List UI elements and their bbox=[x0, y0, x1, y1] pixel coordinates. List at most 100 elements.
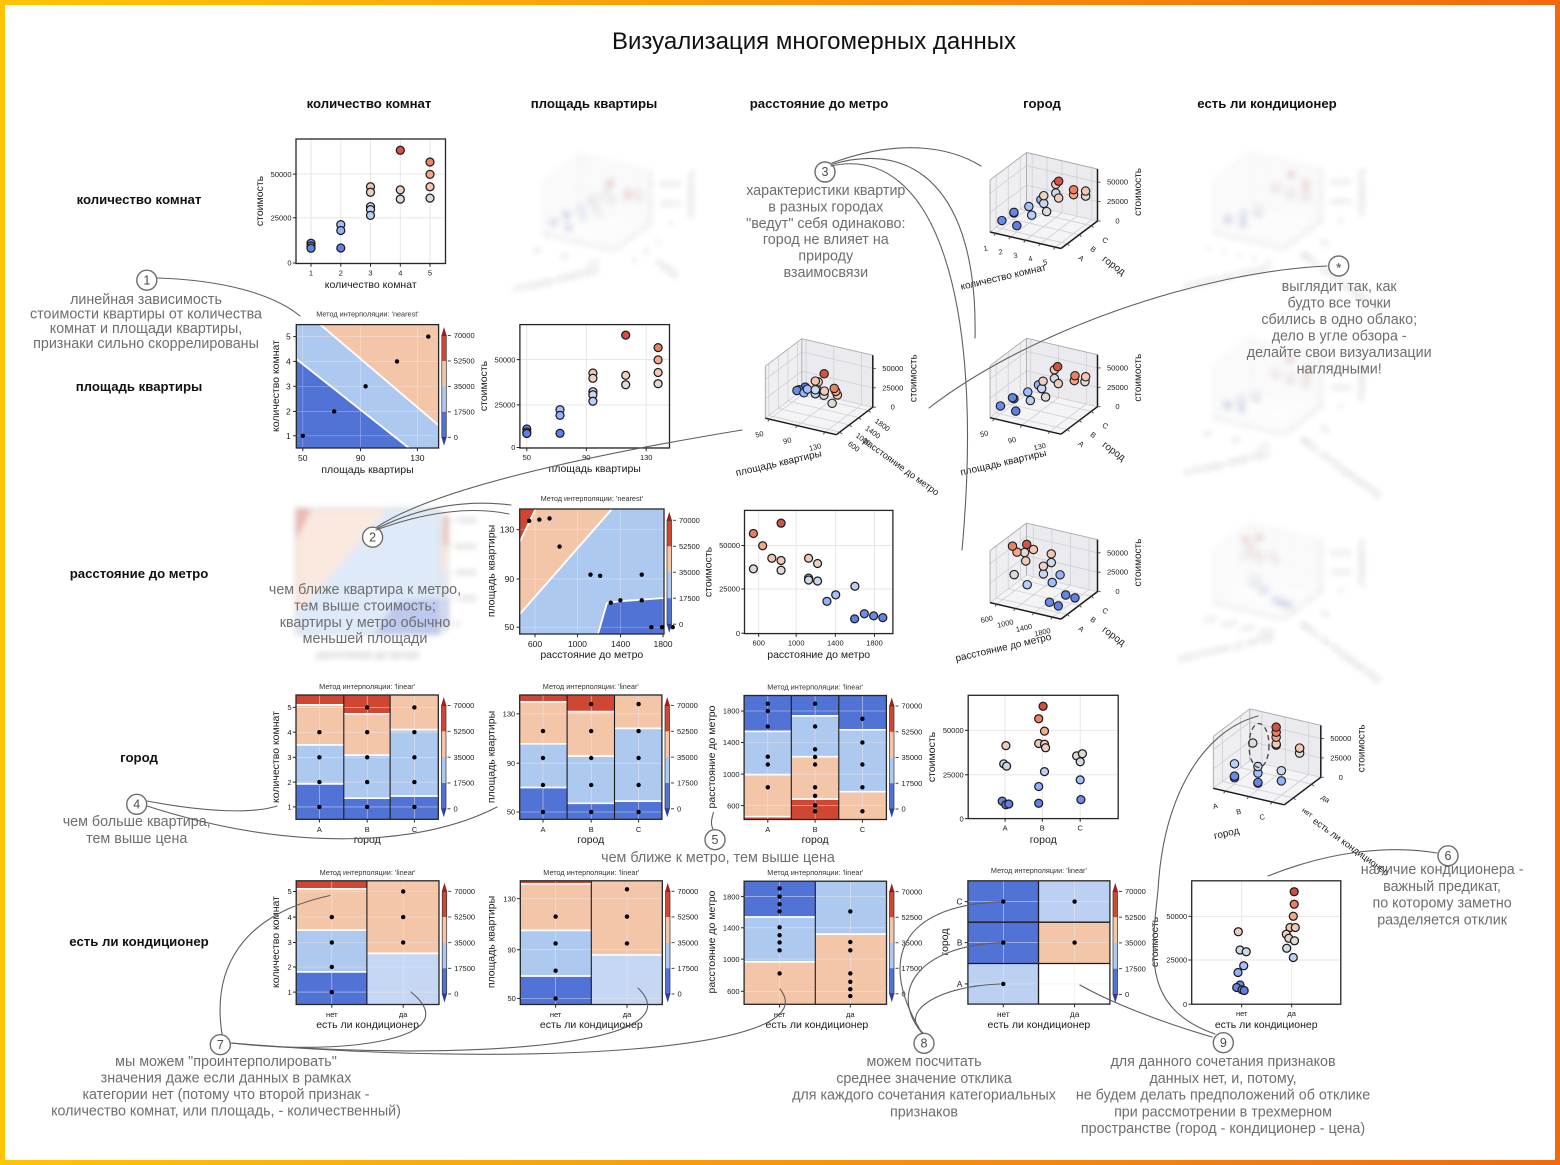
svg-text:чем ближе к метро, тем выше це: чем ближе к метро, тем выше цена bbox=[601, 850, 835, 866]
svg-text:2: 2 bbox=[288, 963, 292, 972]
svg-text:1400: 1400 bbox=[1238, 622, 1256, 634]
svg-text:50000: 50000 bbox=[1330, 363, 1351, 372]
svg-text:1800: 1800 bbox=[866, 639, 883, 648]
svg-text:70000: 70000 bbox=[902, 702, 923, 711]
svg-text:B: B bbox=[642, 246, 651, 256]
svg-text:0: 0 bbox=[679, 620, 683, 629]
svg-text:0: 0 bbox=[1339, 217, 1343, 226]
svg-text:C: C bbox=[1100, 235, 1110, 246]
svg-text:25000: 25000 bbox=[660, 199, 681, 208]
svg-text:6: 6 bbox=[1445, 849, 1452, 863]
svg-text:2: 2 bbox=[287, 778, 291, 787]
svg-text:2: 2 bbox=[369, 530, 376, 544]
svg-text:52500: 52500 bbox=[454, 913, 475, 922]
svg-text:70000: 70000 bbox=[677, 701, 698, 710]
svg-text:17500: 17500 bbox=[456, 594, 477, 603]
svg-text:5: 5 bbox=[287, 703, 291, 712]
svg-text:600: 600 bbox=[528, 639, 543, 649]
svg-text:130: 130 bbox=[586, 257, 600, 269]
svg-text:25000: 25000 bbox=[1107, 197, 1128, 206]
svg-text:25000: 25000 bbox=[1107, 383, 1128, 392]
svg-text:стоимость: стоимость bbox=[926, 731, 938, 782]
svg-text:чем больше квартира,: чем больше квартира, bbox=[63, 814, 211, 830]
svg-text:0: 0 bbox=[1115, 217, 1119, 226]
svg-text:5: 5 bbox=[286, 332, 291, 342]
svg-text:A: A bbox=[317, 825, 322, 834]
svg-text:C: C bbox=[860, 825, 866, 834]
svg-text:5: 5 bbox=[1042, 257, 1048, 267]
svg-text:будто все точки: будто все точки bbox=[1287, 296, 1390, 312]
svg-text:Метод интерполяции: 'nearest': Метод интерполяции: 'nearest' bbox=[316, 310, 419, 319]
svg-text:город не влияет на: город не влияет на bbox=[763, 232, 889, 248]
svg-text:17500: 17500 bbox=[902, 779, 923, 788]
svg-text:Метод интерполяции: 'linear': Метод интерполяции: 'linear' bbox=[319, 682, 416, 691]
svg-text:есть ли кондиционер: есть ли кондиционер bbox=[316, 1019, 419, 1031]
svg-text:0: 0 bbox=[1183, 1000, 1187, 1009]
svg-text:нет: нет bbox=[326, 1010, 338, 1019]
svg-text:1400: 1400 bbox=[611, 639, 630, 649]
svg-text:3: 3 bbox=[822, 165, 829, 179]
svg-text:среднее значение отклика: среднее значение отклика bbox=[836, 1071, 1012, 1087]
svg-text:пространстве (город - кондицио: пространстве (город - кондиционер - цена… bbox=[1081, 1121, 1365, 1137]
svg-text:B: B bbox=[1089, 615, 1098, 625]
svg-text:наглядными!: наглядными! bbox=[1297, 362, 1382, 378]
svg-text:нет: нет bbox=[550, 1010, 562, 1019]
svg-text:количество комнат: количество комнат bbox=[270, 711, 282, 803]
svg-text:50: 50 bbox=[1202, 428, 1212, 439]
svg-text:площадь квартиры: площадь квартиры bbox=[531, 96, 658, 111]
svg-text:35000: 35000 bbox=[456, 568, 477, 577]
svg-text:площадь квартиры: площадь квартиры bbox=[549, 463, 641, 475]
svg-text:600: 600 bbox=[752, 639, 765, 648]
svg-text:A: A bbox=[1003, 824, 1008, 833]
svg-text:нет: нет bbox=[997, 1010, 1010, 1019]
svg-text:чем ближе квартира к метро,: чем ближе квартира к метро, bbox=[269, 582, 461, 598]
svg-text:1000: 1000 bbox=[723, 770, 740, 779]
svg-text:17500: 17500 bbox=[454, 779, 475, 788]
svg-text:25000: 25000 bbox=[495, 401, 516, 410]
svg-text:50: 50 bbox=[979, 428, 989, 439]
svg-text:600: 600 bbox=[980, 613, 994, 625]
svg-text:B: B bbox=[1089, 430, 1098, 440]
svg-text:50000: 50000 bbox=[882, 364, 903, 373]
svg-text:35000: 35000 bbox=[677, 753, 698, 762]
svg-text:25000: 25000 bbox=[882, 383, 903, 392]
svg-text:3: 3 bbox=[1236, 250, 1242, 260]
svg-text:город: город bbox=[939, 928, 951, 955]
svg-text:1000: 1000 bbox=[723, 955, 740, 964]
svg-text:17500: 17500 bbox=[679, 594, 700, 603]
svg-text:17500: 17500 bbox=[677, 779, 698, 788]
svg-text:стоимость: стоимость bbox=[478, 360, 490, 411]
svg-text:тем выше стоимость;: тем выше стоимость; bbox=[294, 598, 436, 614]
svg-text:130: 130 bbox=[1033, 441, 1047, 453]
svg-text:130: 130 bbox=[410, 453, 425, 463]
svg-text:35000: 35000 bbox=[679, 568, 700, 577]
svg-text:50000: 50000 bbox=[1330, 734, 1351, 743]
svg-text:0: 0 bbox=[1339, 587, 1343, 596]
svg-text:квартиры у метро обычно: квартиры у метро обычно bbox=[280, 615, 451, 631]
svg-text:35000: 35000 bbox=[454, 938, 475, 947]
svg-text:город: город bbox=[1023, 96, 1061, 111]
svg-text:35000: 35000 bbox=[678, 938, 699, 947]
svg-text:B: B bbox=[589, 825, 594, 834]
svg-text:90: 90 bbox=[507, 945, 515, 954]
svg-text:2: 2 bbox=[1221, 247, 1227, 257]
svg-text:90: 90 bbox=[560, 251, 570, 262]
svg-text:расстояние до метро: расстояние до метро bbox=[540, 649, 643, 661]
svg-text:70000: 70000 bbox=[454, 887, 475, 896]
svg-text:17500: 17500 bbox=[454, 408, 475, 417]
svg-text:Метод интерполяции: 'linear': Метод интерполяции: 'linear' bbox=[767, 683, 864, 692]
svg-text:1: 1 bbox=[1206, 244, 1212, 254]
svg-text:50000: 50000 bbox=[719, 541, 740, 550]
svg-text:признаков: признаков bbox=[890, 1104, 958, 1120]
svg-text:стоимость: стоимость bbox=[686, 170, 697, 218]
svg-text:не будем делать предположений: не будем делать предположений об отклике bbox=[1076, 1088, 1370, 1104]
svg-text:стоимость: стоимость bbox=[908, 354, 919, 402]
svg-text:52500: 52500 bbox=[902, 913, 923, 922]
svg-text:есть ли кондиционер: есть ли кондиционер bbox=[766, 1019, 869, 1031]
svg-text:25000: 25000 bbox=[1330, 197, 1351, 206]
svg-text:стоимость: стоимость bbox=[1356, 168, 1367, 216]
svg-text:25000: 25000 bbox=[1330, 568, 1351, 577]
svg-text:расстояние до метро: расстояние до метро bbox=[706, 705, 718, 808]
svg-text:площадь квартиры: площадь квартиры bbox=[486, 896, 498, 988]
svg-text:1400: 1400 bbox=[723, 738, 740, 747]
